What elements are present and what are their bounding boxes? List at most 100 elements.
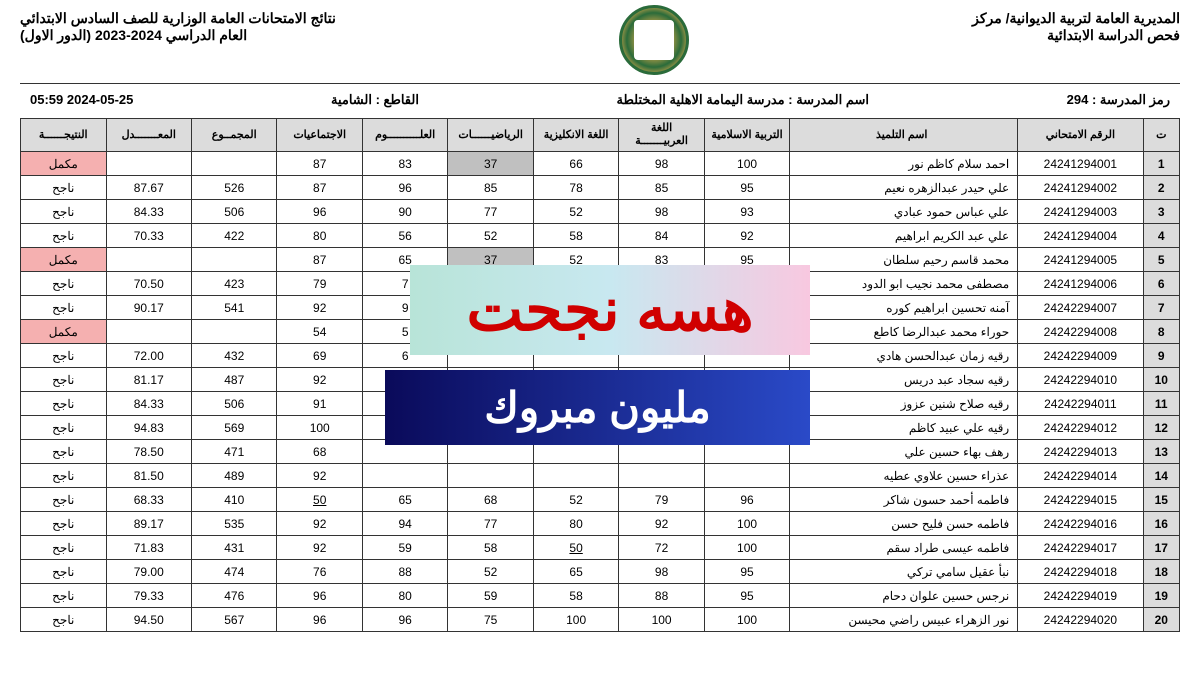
- table-cell: ناجح: [21, 368, 107, 392]
- table-cell: 24242294019: [1018, 584, 1143, 608]
- table-cell: 96: [277, 608, 362, 632]
- table-cell: 77: [448, 512, 533, 536]
- table-cell: فاطمه أحمد حسون شاكر: [790, 488, 1018, 512]
- col-islamic-header: التربية الاسلامية: [704, 119, 789, 152]
- table-cell: 6: [1143, 272, 1179, 296]
- table-cell: 98: [619, 560, 704, 584]
- table-cell: 432: [192, 344, 277, 368]
- table-cell: 24242294007: [1018, 296, 1143, 320]
- table-cell: 58: [533, 584, 618, 608]
- table-cell: 68: [277, 440, 362, 464]
- table-cell: مكمل: [21, 152, 107, 176]
- table-row: 324241294003علي عباس حمود عبادي939852779…: [21, 200, 1180, 224]
- table-cell: 94: [362, 512, 447, 536]
- table-cell: 84.33: [106, 392, 191, 416]
- table-cell: 506: [192, 200, 277, 224]
- table-cell: 487: [192, 368, 277, 392]
- table-cell: 52: [533, 200, 618, 224]
- table-cell: 92: [277, 464, 362, 488]
- directorate-line2: فحص الدراسة الابتدائية: [972, 27, 1180, 44]
- table-cell: عذراء حسين علاوي عطيه: [790, 464, 1018, 488]
- table-cell: 87.67: [106, 176, 191, 200]
- table-cell: 100: [277, 416, 362, 440]
- table-cell: نرجس حسين علوان دحام: [790, 584, 1018, 608]
- table-cell: 12: [1143, 416, 1179, 440]
- table-row: 1924242294019نرجس حسين علوان دحام9588585…: [21, 584, 1180, 608]
- school-code-label: رمز المدرسة :: [1092, 92, 1170, 107]
- table-cell: مكمل: [21, 320, 107, 344]
- overlay-congrats-text: مليون مبروك: [385, 370, 810, 445]
- table-cell: 71.83: [106, 536, 191, 560]
- table-cell: 79: [619, 488, 704, 512]
- table-cell: 93: [704, 200, 789, 224]
- table-cell: [106, 152, 191, 176]
- table-cell: 88: [362, 560, 447, 584]
- table-cell: 54: [277, 320, 362, 344]
- table-cell: 14: [1143, 464, 1179, 488]
- table-cell: 96: [362, 176, 447, 200]
- table-cell: 50: [277, 488, 362, 512]
- table-cell: 24241294005: [1018, 248, 1143, 272]
- header-divider: [20, 83, 1180, 84]
- table-cell: رقيه سجاد عبد دريس: [790, 368, 1018, 392]
- table-cell: ناجح: [21, 512, 107, 536]
- table-cell: 1: [1143, 152, 1179, 176]
- table-cell: 16: [1143, 512, 1179, 536]
- table-cell: 506: [192, 392, 277, 416]
- table-cell: 92: [277, 536, 362, 560]
- table-cell: [362, 464, 447, 488]
- school-code-value: 294: [1067, 92, 1089, 107]
- document-header: المديرية العامة لتربية الديوانية/ مركز ف…: [20, 10, 1180, 75]
- table-cell: 81.17: [106, 368, 191, 392]
- table-cell: 50: [533, 536, 618, 560]
- table-cell: 3: [1143, 200, 1179, 224]
- school-code-block: رمز المدرسة : 294: [1067, 92, 1170, 108]
- table-cell: مكمل: [21, 248, 107, 272]
- table-cell: رقيه علي عبيد كاظم: [790, 416, 1018, 440]
- table-cell: 24242294017: [1018, 536, 1143, 560]
- table-cell: ناجح: [21, 296, 107, 320]
- table-cell: فاطمه حسن فليح حسن: [790, 512, 1018, 536]
- table-cell: علي عبد الكريم ابراهيم: [790, 224, 1018, 248]
- col-name-header: اسم التلميذ: [790, 119, 1018, 152]
- directorate-line1: المديرية العامة لتربية الديوانية/ مركز: [972, 10, 1180, 27]
- table-cell: 422: [192, 224, 277, 248]
- table-cell: 79.33: [106, 584, 191, 608]
- table-cell: 20: [1143, 608, 1179, 632]
- table-cell: ناجح: [21, 416, 107, 440]
- table-cell: ناجح: [21, 176, 107, 200]
- table-row: 124241294001احمد سلام كاظم نور1009866378…: [21, 152, 1180, 176]
- table-cell: حوراء محمد عبدالرضا كاطع: [790, 320, 1018, 344]
- table-cell: ناجح: [21, 488, 107, 512]
- table-cell: 526: [192, 176, 277, 200]
- table-row: 1724242294017فاطمه عيسى طراد سقم10072505…: [21, 536, 1180, 560]
- table-cell: [106, 248, 191, 272]
- table-cell: [533, 464, 618, 488]
- col-social-header: الاجتماعيات: [277, 119, 362, 152]
- table-cell: ناجح: [21, 200, 107, 224]
- table-cell: 52: [533, 488, 618, 512]
- table-cell: 68.33: [106, 488, 191, 512]
- table-cell: 489: [192, 464, 277, 488]
- table-cell: رهف بهاء حسين علي: [790, 440, 1018, 464]
- table-cell: 95: [704, 560, 789, 584]
- table-cell: 431: [192, 536, 277, 560]
- table-cell: 92: [704, 224, 789, 248]
- table-cell: 75: [448, 608, 533, 632]
- table-cell: 76: [277, 560, 362, 584]
- table-cell: 4: [1143, 224, 1179, 248]
- table-cell: 471: [192, 440, 277, 464]
- table-cell: 535: [192, 512, 277, 536]
- table-cell: 24241294003: [1018, 200, 1143, 224]
- table-cell: 2: [1143, 176, 1179, 200]
- table-cell: 91: [277, 392, 362, 416]
- table-cell: 58: [448, 536, 533, 560]
- table-cell: 84: [619, 224, 704, 248]
- table-cell: 24242294020: [1018, 608, 1143, 632]
- table-cell: 89.17: [106, 512, 191, 536]
- table-cell: 24241294006: [1018, 272, 1143, 296]
- table-row: 1824242294018نبأ عقيل سامي تركي959865528…: [21, 560, 1180, 584]
- meta-row: رمز المدرسة : 294 اسم المدرسة : مدرسة ال…: [20, 92, 1180, 108]
- table-row: 2024242294020نور الزهراء عبيس راضي محيسن…: [21, 608, 1180, 632]
- table-cell: علي حيدر عبدالزهره نعيم: [790, 176, 1018, 200]
